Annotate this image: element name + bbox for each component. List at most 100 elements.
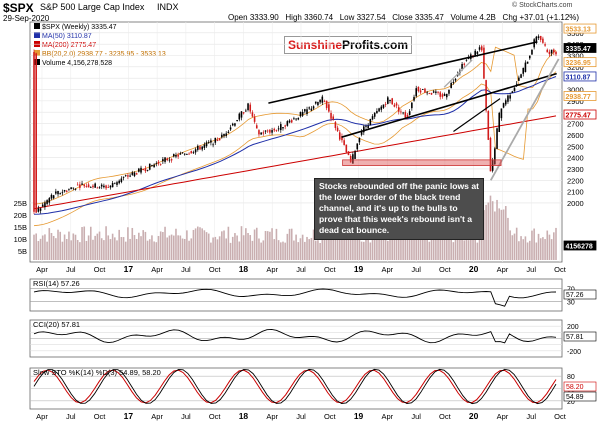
candle-body — [476, 51, 479, 54]
candle-body — [70, 187, 72, 190]
volume-bar — [33, 234, 35, 260]
x-tick-label: 18 — [239, 264, 249, 274]
volume-bar — [197, 226, 199, 260]
volume-bar — [515, 227, 518, 260]
candle-body — [376, 111, 378, 114]
candle-body — [85, 186, 88, 187]
volume-bar — [146, 240, 149, 260]
volume-bar — [367, 237, 369, 260]
y-tick-label: 2600 — [567, 131, 584, 140]
volume-bar — [360, 241, 363, 260]
x-tick-label: Oct — [324, 265, 337, 274]
volume-bar — [426, 235, 428, 260]
trend-channel-upper — [268, 41, 538, 104]
candle-body — [234, 123, 236, 126]
volume-bar — [55, 238, 57, 260]
x-tick-label: Oct — [439, 265, 452, 274]
candle-body — [225, 133, 228, 136]
x-tick-label: Apr — [151, 265, 163, 274]
volume-bar — [48, 228, 51, 260]
cci-tick-label: -200 — [567, 349, 581, 356]
volume-bar — [494, 211, 496, 260]
candle-body — [437, 91, 439, 93]
volume-bar — [277, 240, 280, 260]
candle-body — [96, 187, 99, 189]
volume-bar — [343, 227, 345, 260]
volume-bar — [354, 226, 356, 260]
candle-body — [65, 190, 68, 192]
volume-bar — [522, 239, 525, 260]
volume-bar — [166, 237, 169, 260]
volume-bar — [511, 235, 514, 260]
volume-bar — [380, 227, 383, 260]
candle-body — [127, 175, 129, 177]
candle-body — [288, 120, 291, 123]
candle-body — [116, 182, 118, 185]
volume-bar — [122, 237, 125, 260]
candle-body — [424, 88, 426, 93]
candle-body — [135, 173, 138, 175]
candle-body — [347, 151, 350, 156]
candle-body — [170, 159, 173, 161]
candle-body — [432, 91, 435, 93]
rsi-title: RSI(14) 57.26 — [33, 279, 80, 288]
volume-bar — [504, 206, 507, 260]
candle-body — [166, 158, 169, 161]
volume-bar — [236, 235, 238, 260]
volume-bar — [190, 238, 193, 260]
y-tick-label: 2400 — [567, 154, 584, 163]
trend-channel-lower — [341, 72, 557, 138]
y-tick-label: 3300 — [567, 51, 584, 60]
candle-body — [360, 131, 363, 135]
candle-body — [389, 99, 391, 102]
volume-bar — [548, 234, 551, 260]
volume-bar — [465, 231, 468, 260]
x-tick-label: Apr — [266, 412, 278, 421]
candle-body — [483, 47, 485, 79]
candle-body — [153, 164, 155, 168]
candle-body — [430, 92, 433, 95]
candle-body — [179, 153, 182, 155]
candle-body — [391, 98, 393, 105]
x-tick-label: Jul — [526, 412, 536, 421]
candle-body — [435, 91, 437, 93]
candle-body — [421, 89, 424, 90]
x-tick-label: Oct — [209, 265, 222, 274]
candle-body — [345, 144, 348, 153]
candle-body — [172, 154, 175, 157]
candle-body — [120, 178, 123, 182]
candle-body — [397, 107, 400, 112]
volume-bar — [498, 208, 501, 260]
annotation-text: Stocks rebounded off the panic lows at t… — [319, 181, 479, 235]
volume-bar — [555, 227, 557, 260]
chart-exchange: INDX — [157, 2, 179, 12]
sto-tick-label: 20 — [567, 399, 575, 406]
y-tick-label: 2700 — [567, 120, 584, 129]
candle-body — [448, 89, 450, 94]
volume-bar — [537, 233, 540, 260]
y-tick-label: 2000 — [567, 199, 584, 208]
volume-bar — [513, 233, 516, 260]
volume-bar — [391, 231, 393, 260]
candle-body — [192, 152, 195, 154]
candle-body — [507, 95, 509, 102]
volume-bar — [103, 240, 105, 260]
candle-body — [555, 51, 557, 55]
candle-body — [452, 81, 455, 83]
volume-bar — [411, 231, 413, 260]
volume-bar — [96, 233, 99, 260]
volume-bar — [461, 231, 463, 260]
volume-bar — [330, 224, 332, 260]
volume-bar — [258, 238, 260, 260]
candle-body — [258, 130, 260, 135]
candle-body — [341, 136, 343, 141]
brand-part1: Sunshine — [288, 38, 343, 52]
volume-bar — [284, 242, 286, 260]
volume-bar — [415, 227, 418, 260]
price-label-text: 3335.47 — [566, 46, 591, 53]
volume-bar — [299, 238, 302, 260]
candle-body — [87, 184, 90, 188]
candle-body — [94, 183, 96, 188]
candle-body — [299, 111, 302, 117]
volume-bar — [231, 236, 234, 260]
